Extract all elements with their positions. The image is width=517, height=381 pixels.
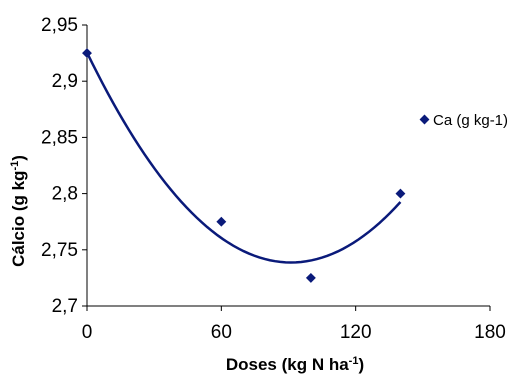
x-tick-label: 120 (340, 322, 372, 343)
y-tick-label: 2,9 (52, 71, 78, 92)
y-axis-title: Cálcio (g kg-1) (9, 155, 28, 267)
y-tick-label: 2,75 (41, 240, 78, 261)
legend: Ca (g kg-1) (419, 112, 508, 129)
x-tick-label: 180 (474, 322, 506, 343)
data-point (82, 48, 92, 59)
y-tick-label: 2,7 (52, 296, 78, 317)
x-axis-title: Doses (kg N ha-1) (226, 355, 364, 374)
y-tick-label: 2,85 (41, 127, 78, 148)
data-point (305, 272, 316, 283)
trendline (85, 51, 402, 264)
x-tick-label: 60 (211, 322, 232, 343)
data-points (82, 48, 406, 283)
x-tick-label: 0 (82, 322, 93, 343)
data-point (216, 216, 227, 227)
data-point (395, 188, 406, 199)
legend-marker (419, 114, 430, 125)
y-tick-label: 2,8 (52, 184, 78, 205)
y-tick-label: 2,95 (41, 15, 78, 36)
legend-label: Ca (g kg-1) (433, 112, 508, 129)
y-axis-ticks: 2,7 2,75 2,8 2,85 2,9 2,95 (41, 15, 87, 317)
x-axis-ticks: 0 60 120 180 (82, 306, 506, 343)
